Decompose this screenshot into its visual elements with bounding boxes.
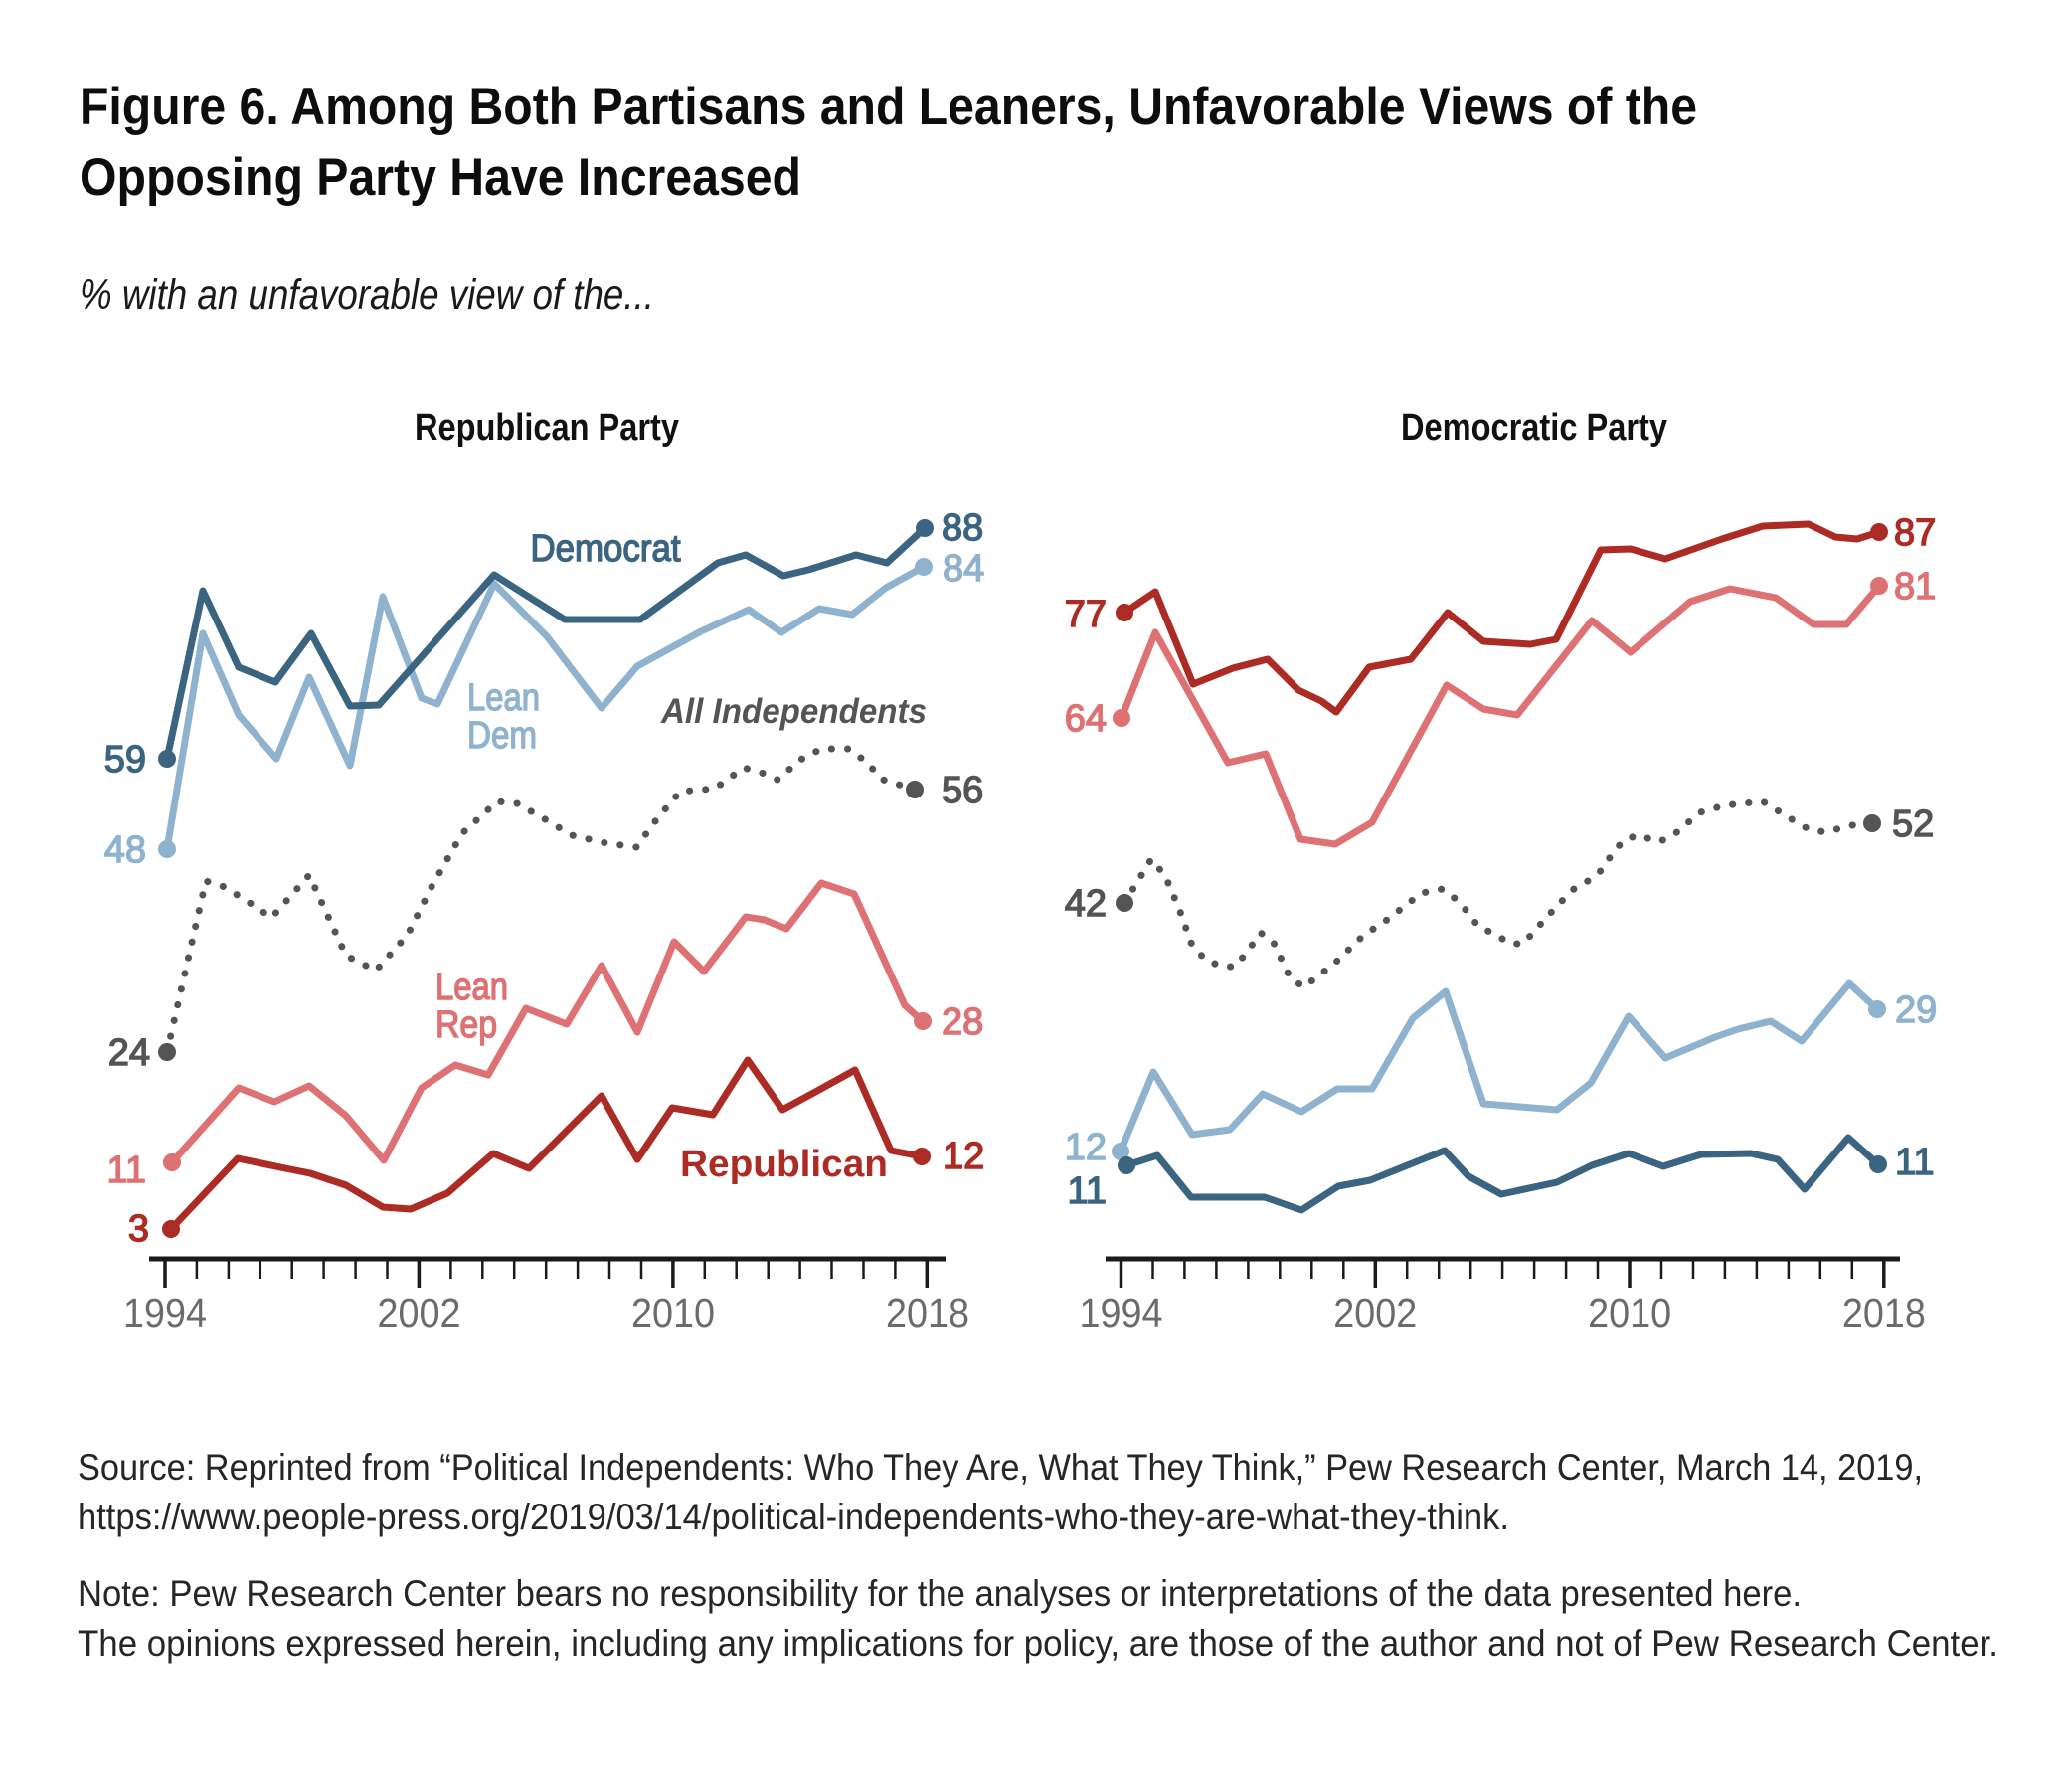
- svg-text:2002: 2002: [378, 1290, 461, 1335]
- svg-text:2010: 2010: [1588, 1290, 1671, 1335]
- svg-text:Republican Party: Republican Party: [415, 407, 679, 448]
- svg-text:77: 77: [1065, 594, 1107, 635]
- svg-text:48: 48: [104, 829, 146, 871]
- svg-text:11: 11: [107, 1150, 146, 1191]
- svg-text:2018: 2018: [886, 1290, 969, 1335]
- svg-text:The opinions expressed herein,: The opinions expressed herein, including…: [78, 1623, 1998, 1664]
- svg-text:2010: 2010: [631, 1290, 715, 1335]
- svg-text:88: 88: [942, 507, 983, 549]
- svg-text:87: 87: [1894, 512, 1936, 554]
- svg-text:All Independents: All Independents: [660, 692, 927, 731]
- svg-text:2002: 2002: [1333, 1290, 1417, 1335]
- svg-text:81: 81: [1894, 566, 1936, 608]
- svg-text:52: 52: [1892, 803, 1934, 845]
- svg-text:3: 3: [128, 1208, 149, 1250]
- svg-text:42: 42: [1065, 883, 1107, 925]
- svg-text:Figure 6. Among Both Partisans: Figure 6. Among Both Partisans and Leane…: [80, 78, 1697, 136]
- svg-text:Note: Pew Research Center bear: Note: Pew Research Center bears no respo…: [78, 1573, 1802, 1614]
- svg-text:64: 64: [1065, 698, 1107, 740]
- svg-text:1994: 1994: [123, 1290, 207, 1335]
- svg-text:59: 59: [104, 739, 146, 781]
- svg-text:28: 28: [942, 1001, 983, 1043]
- svg-text:11: 11: [1895, 1142, 1934, 1183]
- svg-text:12: 12: [943, 1136, 984, 1177]
- svg-text:12: 12: [1065, 1127, 1107, 1168]
- svg-text:https://www.people-press.org/2: https://www.people-press.org/2019/03/14/…: [78, 1497, 1509, 1537]
- svg-text:Source: Reprinted from “Politi: Source: Reprinted from “Political Indepe…: [78, 1447, 1923, 1488]
- svg-text:% with an unfavorable view of: % with an unfavorable view of the...: [80, 271, 654, 319]
- svg-text:29: 29: [1895, 989, 1937, 1031]
- svg-text:56: 56: [942, 770, 983, 811]
- svg-text:Democratic Party: Democratic Party: [1401, 407, 1667, 448]
- svg-text:2018: 2018: [1842, 1290, 1926, 1335]
- svg-text:1994: 1994: [1080, 1290, 1163, 1335]
- svg-text:Lean: Lean: [467, 677, 540, 719]
- svg-text:84: 84: [943, 548, 984, 590]
- svg-text:Opposing Party Have Increased: Opposing Party Have Increased: [80, 148, 801, 207]
- svg-text:Democrat: Democrat: [531, 528, 681, 570]
- svg-text:Dem: Dem: [467, 715, 537, 757]
- svg-text:24: 24: [108, 1032, 150, 1074]
- svg-text:11: 11: [1068, 1170, 1107, 1212]
- svg-text:Lean: Lean: [435, 967, 508, 1008]
- svg-text:Republican: Republican: [680, 1144, 888, 1185]
- svg-text:Rep: Rep: [435, 1004, 497, 1046]
